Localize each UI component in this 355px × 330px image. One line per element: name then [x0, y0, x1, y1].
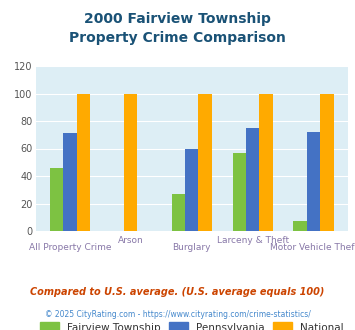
Bar: [185, 148, 198, 231]
Bar: [171, 194, 185, 231]
Bar: [294, 221, 307, 231]
Text: Arson: Arson: [118, 236, 144, 245]
Bar: [320, 93, 334, 231]
Bar: [77, 93, 90, 231]
Bar: [63, 133, 77, 231]
Bar: [260, 93, 273, 231]
Text: Burglary: Burglary: [173, 243, 211, 251]
Text: All Property Crime: All Property Crime: [28, 243, 111, 251]
Text: © 2025 CityRating.com - https://www.cityrating.com/crime-statistics/: © 2025 CityRating.com - https://www.city…: [45, 310, 310, 319]
Text: Larceny & Theft: Larceny & Theft: [217, 236, 289, 245]
Text: 2000 Fairview Township
Property Crime Comparison: 2000 Fairview Township Property Crime Co…: [69, 12, 286, 45]
Text: Compared to U.S. average. (U.S. average equals 100): Compared to U.S. average. (U.S. average …: [30, 287, 325, 297]
Bar: [50, 168, 63, 231]
Bar: [246, 128, 260, 231]
Bar: [233, 152, 246, 231]
Legend: Fairview Township, Pennsylvania, National: Fairview Township, Pennsylvania, Nationa…: [40, 322, 344, 330]
Bar: [198, 93, 212, 231]
Bar: [124, 93, 137, 231]
Bar: [307, 132, 320, 231]
Text: Motor Vehicle Theft: Motor Vehicle Theft: [269, 243, 355, 251]
